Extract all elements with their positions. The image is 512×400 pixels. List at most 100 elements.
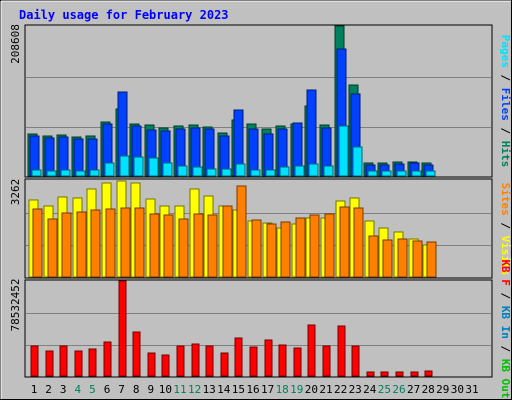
bar-pages-day-28 bbox=[425, 170, 436, 177]
bar-pages-day-5 bbox=[89, 169, 100, 177]
x-tick-label-day-10: 10 bbox=[159, 383, 172, 396]
bar-sites-day-23 bbox=[353, 207, 364, 278]
x-tick-label-day-27: 27 bbox=[407, 383, 420, 396]
bar-pages-day-26 bbox=[396, 170, 407, 177]
bar-kb-f-day-1 bbox=[30, 345, 39, 377]
bar-pages-day-3 bbox=[60, 169, 71, 177]
bar-sites-day-24 bbox=[368, 235, 379, 278]
bar-kb-f-day-10 bbox=[161, 354, 170, 377]
legend-hits: Hits bbox=[499, 141, 512, 168]
bar-sites-day-25 bbox=[382, 239, 393, 278]
bar-pages-day-8 bbox=[133, 156, 144, 177]
legend-sites: Sites bbox=[499, 183, 512, 216]
bar-files-day-20 bbox=[306, 89, 317, 177]
x-tick-label-day-23: 23 bbox=[349, 383, 362, 396]
bar-pages-day-19 bbox=[294, 165, 305, 177]
bar-pages-day-13 bbox=[206, 168, 217, 177]
bar-sites-day-7 bbox=[120, 207, 131, 278]
x-tick-label-day-18: 18 bbox=[276, 383, 289, 396]
x-tick-label-day-24: 24 bbox=[363, 383, 377, 396]
bar-sites-day-3 bbox=[61, 212, 72, 278]
x-tick-label-day-14: 14 bbox=[217, 383, 231, 396]
bar-kb-f-day-18 bbox=[278, 344, 287, 377]
bar-sites-day-22 bbox=[339, 206, 350, 278]
bar-kb-f-day-14 bbox=[220, 352, 229, 377]
bar-pages-day-21 bbox=[323, 165, 334, 177]
bar-kb-f-day-7 bbox=[118, 280, 127, 377]
bar-pages-day-6 bbox=[104, 162, 115, 177]
x-tick-label-day-28: 28 bbox=[422, 383, 435, 396]
bar-sites-day-18 bbox=[280, 221, 291, 278]
bar-kb-f-day-25 bbox=[380, 371, 389, 377]
chart-marks bbox=[26, 25, 491, 377]
bar-sites-day-15 bbox=[236, 185, 247, 278]
x-tick-label-day-25: 25 bbox=[378, 383, 391, 396]
bar-sites-day-19 bbox=[295, 217, 306, 278]
bar-pages-day-24 bbox=[367, 170, 378, 177]
x-tick-label-day-22: 22 bbox=[334, 383, 347, 396]
bar-sites-day-14 bbox=[222, 205, 233, 278]
x-tick-label-day-3: 3 bbox=[60, 383, 67, 396]
bar-pages-day-22 bbox=[338, 125, 349, 177]
y-max-label-kbytes: 78532452 bbox=[9, 279, 22, 332]
x-tick-label-day-8: 8 bbox=[133, 383, 140, 396]
bar-pages-day-14 bbox=[221, 168, 232, 177]
bar-pages-day-4 bbox=[75, 170, 86, 177]
bar-sites-day-20 bbox=[309, 214, 320, 278]
bar-kb-f-day-27 bbox=[410, 371, 419, 377]
bar-sites-day-6 bbox=[105, 208, 116, 278]
bar-sites-day-2 bbox=[47, 218, 58, 278]
bar-kb-f-day-4 bbox=[74, 350, 83, 377]
legend-kbytes: KB F / KB In / KB Out bbox=[499, 259, 512, 398]
bar-kb-f-day-17 bbox=[264, 339, 273, 377]
bar-sites-day-8 bbox=[134, 207, 145, 278]
legend-sep: / bbox=[499, 121, 512, 141]
bar-sites-day-5 bbox=[90, 209, 101, 278]
bar-kb-f-day-16 bbox=[249, 346, 258, 377]
bar-sites-day-12 bbox=[193, 213, 204, 278]
x-tick-label-day-26: 26 bbox=[392, 383, 405, 396]
x-tick-label-day-30: 30 bbox=[451, 383, 464, 396]
x-tick-label-day-20: 20 bbox=[305, 383, 318, 396]
bar-kb-f-day-20 bbox=[307, 324, 316, 377]
bar-sites-day-1 bbox=[32, 208, 43, 278]
bar-sites-day-17 bbox=[266, 223, 277, 278]
bar-pages-day-15 bbox=[235, 163, 246, 177]
bar-files-day-2 bbox=[44, 137, 55, 177]
plot-area-kbytes bbox=[24, 279, 493, 378]
bar-sites-day-9 bbox=[149, 213, 160, 278]
legend-sep: / bbox=[499, 68, 512, 88]
bar-pages-day-20 bbox=[308, 163, 319, 177]
bar-pages-day-1 bbox=[31, 169, 42, 177]
y-max-label-visits: 3262 bbox=[9, 179, 22, 206]
bar-pages-day-23 bbox=[352, 146, 363, 177]
y-max-label-hits: 208608 bbox=[9, 24, 22, 64]
x-tick-label-day-5: 5 bbox=[89, 383, 96, 396]
bar-kb-f-day-3 bbox=[59, 345, 68, 377]
bar-kb-f-day-11 bbox=[176, 345, 185, 377]
bar-sites-day-28 bbox=[426, 241, 437, 278]
x-tick-labels: 1 2 3 4 5 6 7 8 9 10 11 12 13 14 15 16 17 18 19 20 21 22 23 24 2… bbox=[31, 383, 479, 396]
legend-hits-files-pages: Pages / Files / Hits bbox=[499, 35, 512, 168]
x-tick-label-day-11: 11 bbox=[173, 383, 186, 396]
bar-pages-day-2 bbox=[46, 170, 57, 177]
bar-kb-f-day-9 bbox=[147, 352, 156, 377]
x-tick-label-day-17: 17 bbox=[261, 383, 274, 396]
x-tick-label-day-1: 1 bbox=[31, 383, 38, 396]
bar-kb-f-day-19 bbox=[293, 347, 302, 377]
x-tick-label-day-31: 31 bbox=[465, 383, 478, 396]
bar-kb-f-day-13 bbox=[205, 345, 214, 377]
bar-pages-day-17 bbox=[265, 169, 276, 177]
x-tick-label-day-2: 2 bbox=[45, 383, 52, 396]
bar-kb-f-day-23 bbox=[351, 345, 360, 377]
x-tick-label-day-29: 29 bbox=[436, 383, 449, 396]
bar-kb-f-day-26 bbox=[395, 371, 404, 377]
bar-pages-day-12 bbox=[192, 166, 203, 177]
bar-kb-f-day-12 bbox=[191, 343, 200, 377]
bar-kb-f-day-24 bbox=[366, 371, 375, 377]
x-tick-label-day-21: 21 bbox=[319, 383, 332, 396]
bar-sites-day-21 bbox=[324, 213, 335, 278]
bar-sites-day-16 bbox=[251, 219, 262, 278]
bar-pages-day-9 bbox=[148, 157, 159, 177]
